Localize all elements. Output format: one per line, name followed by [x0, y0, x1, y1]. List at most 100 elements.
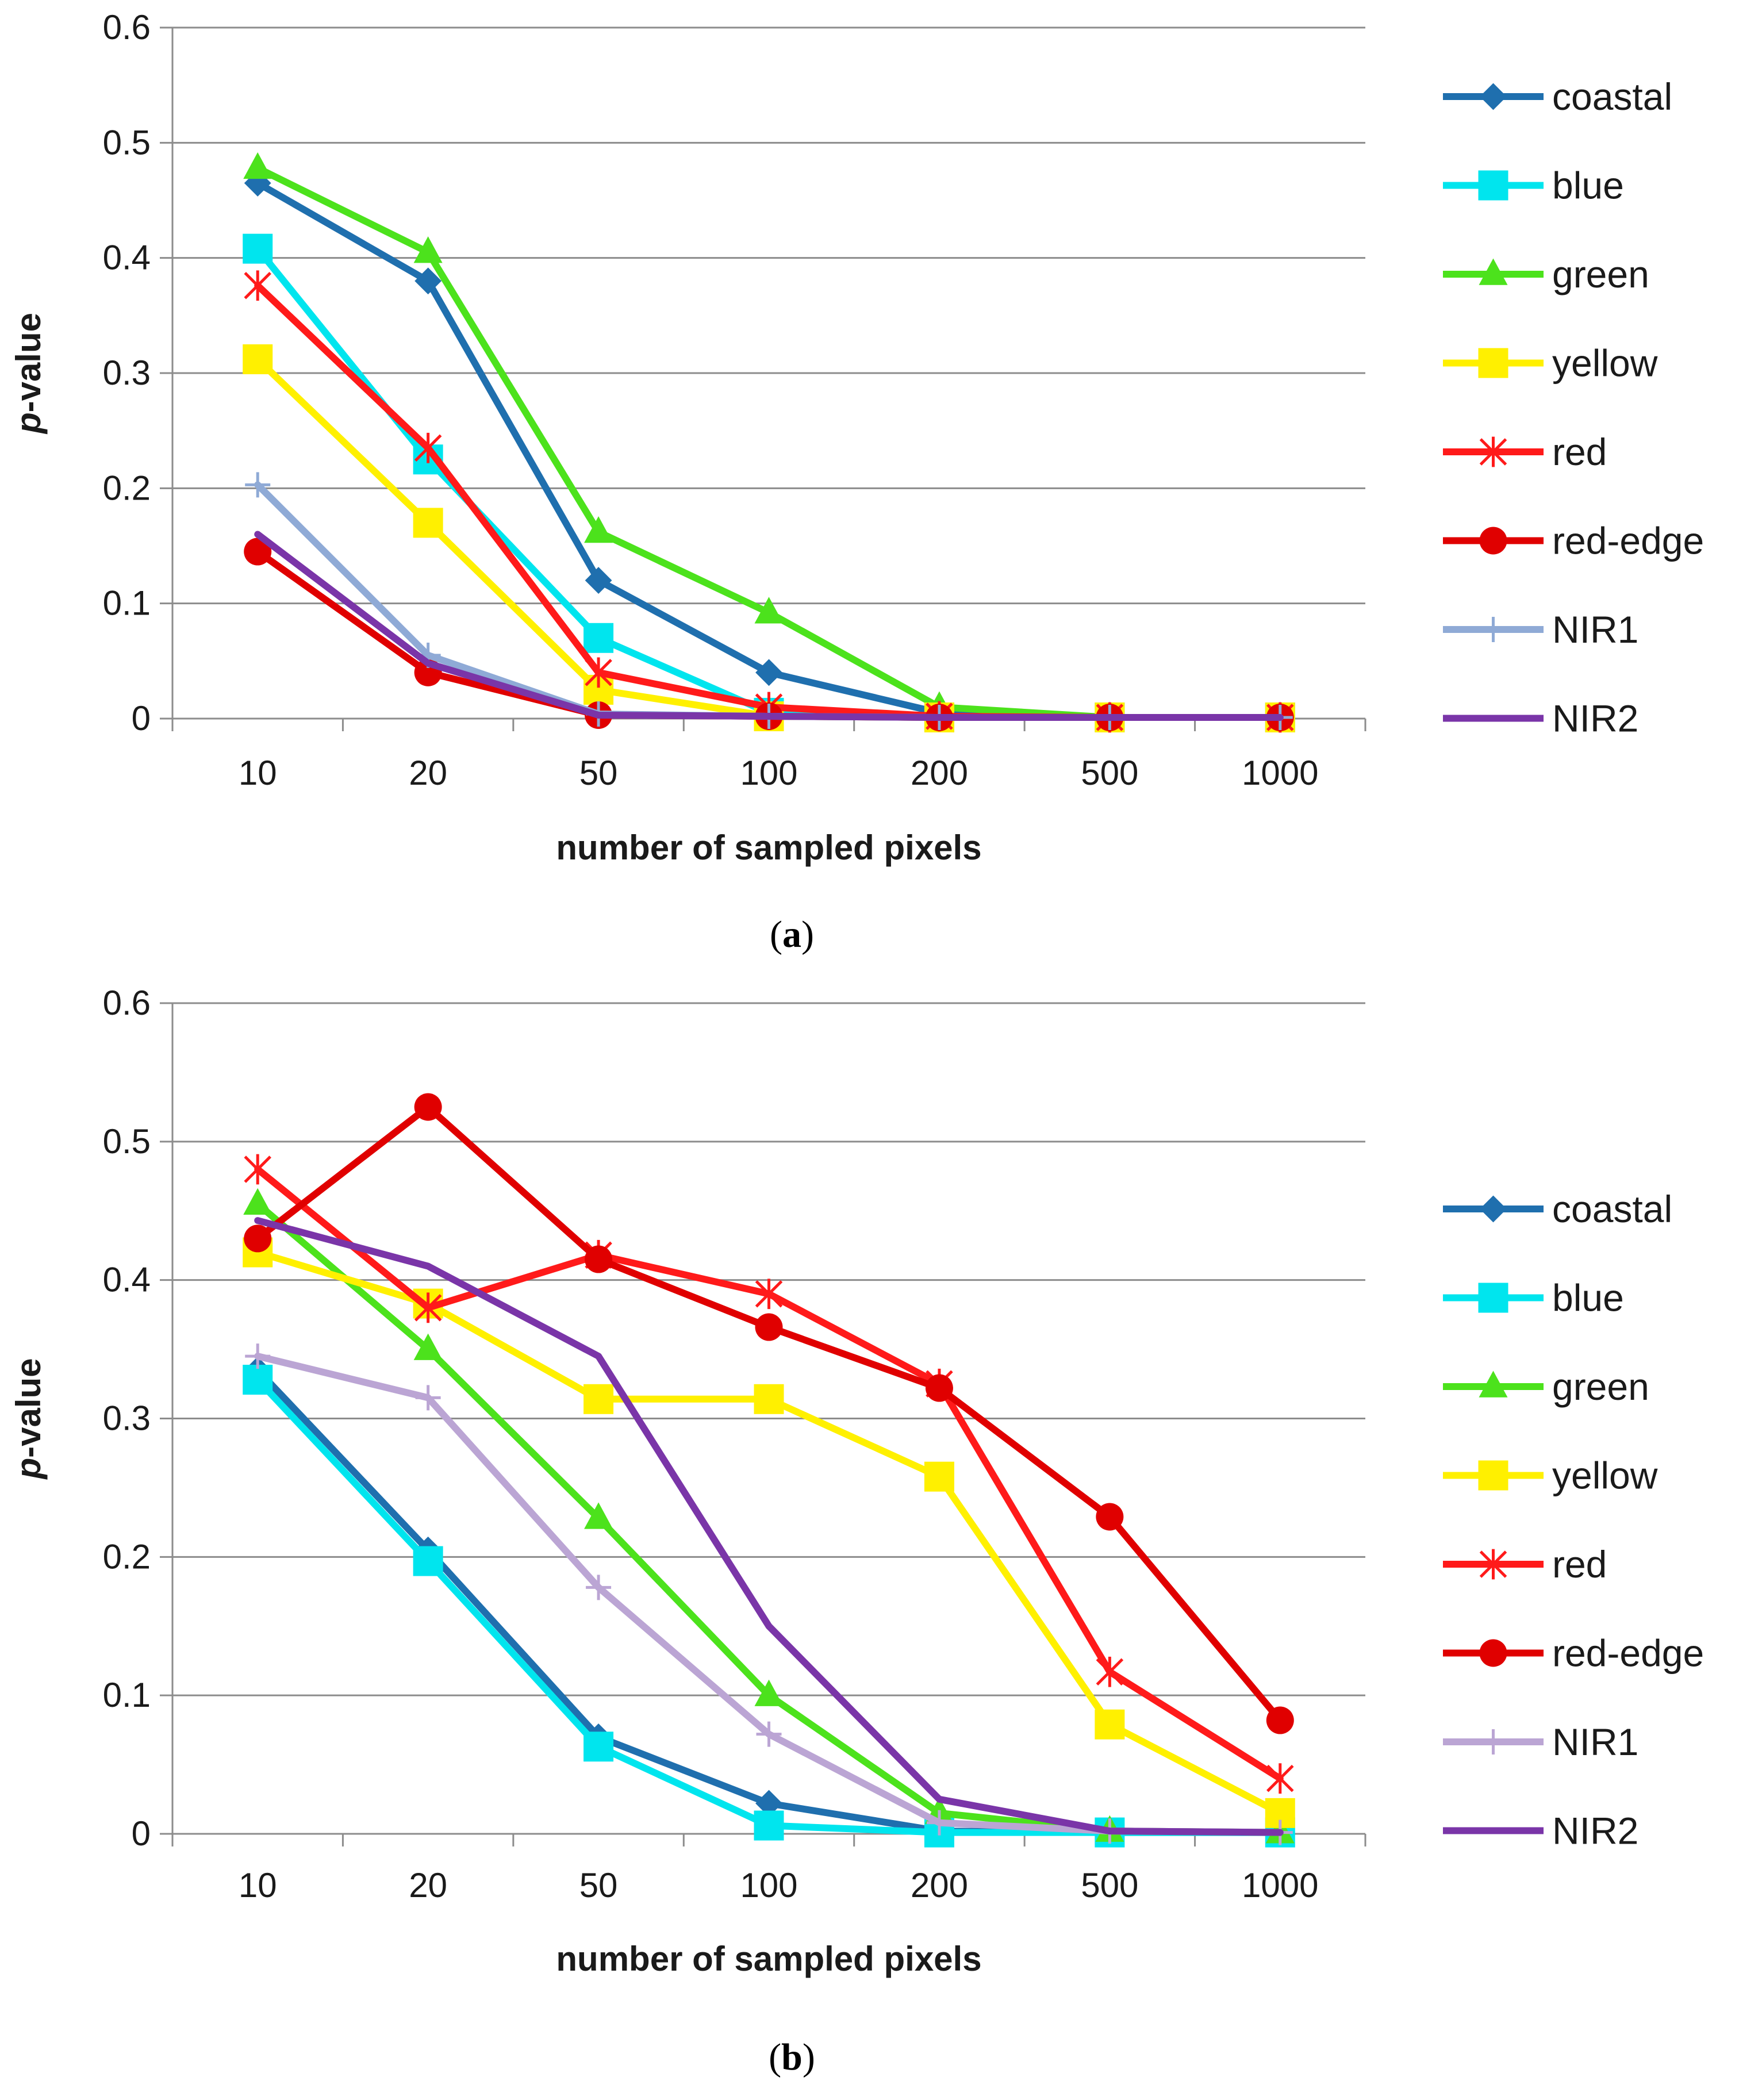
data-point-green-triangle-marker [243, 152, 272, 179]
legend: coastal blue green yellow red red-edge NIR1 NIR… [1443, 1188, 1704, 1852]
data-point-blue-square-marker [243, 1365, 273, 1395]
y-tick-label: 0.5 [103, 123, 151, 162]
legend-label: red-edge [1552, 520, 1704, 562]
data-point-coastal-diamond-marker [585, 567, 612, 594]
data-point-red-asterisk-marker [414, 1292, 442, 1323]
y-tick-label: 0.3 [103, 1399, 151, 1438]
data-point-nir1-plus-marker [245, 472, 271, 498]
series-nir2 [254, 531, 1284, 721]
data-point-red-edge-circle-marker [414, 1093, 442, 1121]
data-point-coastal-diamond-marker [414, 267, 442, 295]
data-point-red-edge-circle-marker [244, 538, 272, 566]
series-red-edge [244, 1093, 1294, 1734]
y-tick-label: 0.5 [103, 1122, 151, 1161]
legend-item-green: green [1443, 253, 1649, 295]
data-point-red-edge-circle-marker [1266, 1706, 1294, 1734]
legend-swatch-plus-marker [1480, 1729, 1506, 1755]
data-point-red-edge-circle-marker [585, 1245, 613, 1273]
legend-swatch-triangle-marker [1479, 258, 1508, 285]
legend-item-coastal: coastal [1443, 1188, 1672, 1230]
data-point-nir1-plus-marker [926, 1810, 952, 1836]
series-nir2 [254, 1217, 1284, 1836]
legend-label: yellow [1552, 1454, 1658, 1497]
x-tick-label: 20 [409, 754, 447, 792]
x-tick-label: 100 [740, 754, 797, 792]
x-tick-label: 20 [409, 1866, 447, 1905]
legend-label: red-edge [1552, 1632, 1704, 1675]
data-point-yellow-square-marker [1095, 1709, 1125, 1740]
legend-label: NIR2 [1552, 697, 1638, 740]
legend-swatch-asterisk-marker [1479, 436, 1507, 467]
legend-label: NIR1 [1552, 1721, 1638, 1763]
legend-item-blue: blue [1443, 164, 1624, 207]
x-tick-label: 100 [740, 1866, 797, 1905]
data-point-nir1-plus-marker [415, 1385, 441, 1411]
x-tick-label: 50 [579, 754, 618, 792]
panel-label: (a) [770, 913, 814, 955]
legend-label: blue [1552, 1277, 1624, 1319]
legend-item-green: green [1443, 1365, 1649, 1408]
data-point-coastal-diamond-marker [755, 659, 782, 686]
y-tick-label: 0 [132, 699, 151, 738]
legend-item-yellow: yellow [1443, 342, 1658, 385]
legend-swatch-square-marker [1478, 1283, 1508, 1313]
legend-label: red [1552, 1543, 1607, 1585]
data-point-yellow-square-marker [924, 1461, 954, 1492]
y-tick-label: 0.2 [103, 469, 151, 507]
data-point-red-edge-circle-marker [1096, 1503, 1124, 1531]
panel-label-letter: b [781, 2036, 803, 2078]
data-point-nir1-plus-marker [756, 1721, 782, 1747]
data-point-blue-square-marker [583, 1732, 614, 1762]
data-point-green-triangle-marker [754, 1679, 784, 1706]
legend-label: NIR2 [1552, 1810, 1638, 1852]
x-tick-label: 500 [1081, 754, 1138, 792]
legend-swatch-circle-marker [1479, 1639, 1507, 1667]
y-tick-label: 0.1 [103, 584, 151, 623]
legend-label: NIR1 [1552, 608, 1638, 651]
y-tick-label: 0.3 [103, 354, 151, 392]
legend-swatch-asterisk-marker [1479, 1549, 1507, 1580]
data-point-red-asterisk-marker [244, 1154, 271, 1185]
x-axis-title: number of sampled pixels [556, 828, 981, 867]
data-point-nir1-plus-marker [245, 1343, 271, 1369]
legend-label: green [1552, 253, 1649, 295]
data-point-red-edge-circle-marker [244, 1224, 272, 1253]
data-point-red-asterisk-marker [755, 1279, 783, 1310]
legend-label: red [1552, 431, 1607, 473]
chart-panel-a: 0 0.1 0.2 0.3 0.4 0.5 0.6 10 20 50 100 200 500 1000 nu… [9, 8, 1704, 955]
data-point-green-triangle-marker [413, 1333, 443, 1360]
legend-item-red-edge: red-edge [1443, 1632, 1704, 1675]
legend-label: blue [1552, 164, 1624, 207]
x-tick-label: 200 [911, 1866, 968, 1905]
data-point-green-triangle-marker [754, 597, 784, 624]
y-tick-label: 0.1 [103, 1676, 151, 1714]
y-axis-title-italic: p [9, 412, 48, 435]
data-point-green-triangle-marker [413, 236, 443, 263]
data-point-red-asterisk-marker [414, 432, 442, 463]
legend-swatch-diamond-marker [1480, 1195, 1507, 1223]
x-axis-title: number of sampled pixels [556, 1940, 981, 1978]
legend-label: green [1552, 1365, 1649, 1408]
legend-item-nir2: NIR2 [1443, 1810, 1638, 1852]
legend-swatch-diamond-marker [1480, 83, 1507, 110]
legend-swatch-square-marker [1478, 1460, 1508, 1491]
data-point-blue-square-marker [243, 233, 273, 264]
legend: coastal blue green yellow red red-edge NIR1 NIR… [1443, 75, 1704, 740]
data-point-green-triangle-marker [584, 516, 613, 543]
y-axis-title: p-value [9, 1358, 48, 1480]
y-tick-label: 0.4 [103, 239, 151, 277]
data-point-red-asterisk-marker [1266, 1763, 1294, 1794]
x-tick-label: 10 [239, 754, 277, 792]
legend-swatch-triangle-marker [1479, 1370, 1508, 1398]
legend-item-nir2: NIR2 [1443, 697, 1638, 740]
y-axis-title-rest: -value [9, 313, 48, 412]
data-point-yellow-square-marker [413, 508, 443, 538]
data-point-yellow-square-marker [243, 344, 273, 374]
y-tick-label: 0.6 [103, 8, 151, 47]
data-point-red-asterisk-marker [1096, 1656, 1124, 1687]
y-axis-title-rest: -value [9, 1358, 48, 1457]
data-point-red-edge-circle-marker [755, 1313, 783, 1341]
x-tick-label: 1000 [1242, 1866, 1318, 1905]
panel-label: (b) [769, 2036, 815, 2078]
